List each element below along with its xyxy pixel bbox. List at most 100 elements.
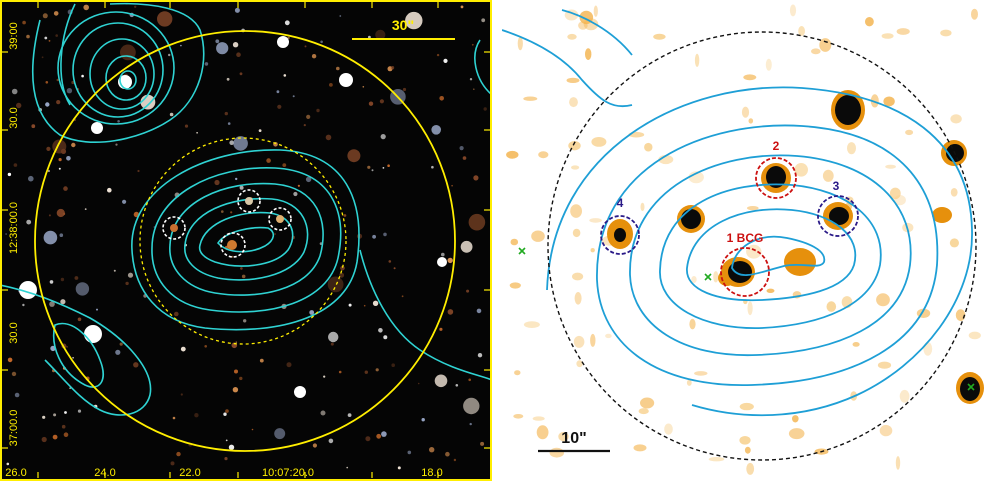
background-source xyxy=(234,369,238,374)
background-source xyxy=(115,143,118,146)
background-source xyxy=(53,11,59,16)
faint-source xyxy=(885,164,896,169)
background-source xyxy=(168,53,171,57)
background-source xyxy=(180,393,183,396)
background-source xyxy=(309,310,315,315)
background-source xyxy=(372,300,379,306)
background-source xyxy=(58,167,61,170)
faint-source xyxy=(689,318,696,330)
background-source xyxy=(459,146,464,151)
background-source xyxy=(230,211,233,214)
faint-source xyxy=(748,118,754,124)
background-source xyxy=(451,184,453,187)
faint-source xyxy=(576,360,583,368)
faint-source xyxy=(949,238,959,248)
background-source xyxy=(320,410,326,416)
background-source xyxy=(312,443,317,448)
ra-axis-labels: 26.0 24.0 22.0 10:07:20.0 18.0 xyxy=(5,467,442,479)
background-source xyxy=(466,289,470,293)
background-source xyxy=(7,172,12,177)
faint-source xyxy=(694,371,708,376)
faint-source xyxy=(593,5,598,17)
background-source xyxy=(372,234,376,239)
background-source xyxy=(214,179,220,186)
background-source xyxy=(441,252,445,257)
background-source xyxy=(276,90,280,94)
background-source xyxy=(401,295,404,298)
faint-source xyxy=(940,29,952,37)
faint-source xyxy=(589,218,602,223)
background-source xyxy=(287,36,290,40)
background-source xyxy=(72,357,74,359)
background-source xyxy=(44,36,48,40)
background-source xyxy=(127,272,134,278)
member-label-1: 1 BCG xyxy=(727,231,764,245)
faint-source xyxy=(744,446,751,454)
ra-tick-label: 24.0 xyxy=(94,467,115,479)
bright-star xyxy=(294,386,306,398)
background-source xyxy=(234,7,240,13)
background-source xyxy=(60,277,65,282)
faint-source xyxy=(567,33,577,40)
faint-source xyxy=(896,28,910,35)
background-source xyxy=(176,451,181,457)
background-source xyxy=(22,303,25,307)
background-source xyxy=(115,349,121,355)
background-source xyxy=(56,208,65,218)
background-source xyxy=(133,362,139,368)
background-source xyxy=(417,382,420,385)
background-source xyxy=(368,35,371,39)
background-source xyxy=(239,72,243,76)
background-source xyxy=(473,88,475,90)
faint-source xyxy=(879,424,893,437)
background-source xyxy=(340,265,345,271)
faint-source xyxy=(792,415,799,423)
background-source xyxy=(224,111,228,116)
faint-sources xyxy=(506,4,981,475)
background-source xyxy=(196,132,198,134)
position-markers xyxy=(518,247,975,391)
faint-source xyxy=(905,129,914,136)
background-source xyxy=(117,120,120,123)
background-source xyxy=(383,232,387,237)
background-source xyxy=(316,108,320,113)
background-source xyxy=(180,346,186,352)
background-source xyxy=(243,319,247,323)
background-source xyxy=(169,112,174,117)
background-source xyxy=(469,78,473,81)
faint-source xyxy=(638,408,649,415)
background-source xyxy=(421,418,425,422)
faint-source xyxy=(653,33,666,40)
faint-source xyxy=(517,36,523,51)
faint-source xyxy=(883,96,895,107)
faint-source xyxy=(605,333,612,339)
background-source xyxy=(174,311,179,317)
member-circle-3 xyxy=(268,207,292,231)
background-source xyxy=(258,129,262,133)
background-source xyxy=(297,184,300,187)
member-circle-1 xyxy=(720,247,770,297)
member-label-4: 4 xyxy=(617,196,624,210)
contour-group-north xyxy=(31,2,205,143)
bright-star xyxy=(84,325,102,343)
background-source xyxy=(46,146,51,151)
background-source xyxy=(22,20,26,25)
faint-source xyxy=(523,96,538,101)
background-source xyxy=(48,40,51,42)
member-circle-1 xyxy=(220,232,246,258)
bright-star xyxy=(91,122,103,134)
background-source xyxy=(447,257,453,264)
background-source xyxy=(347,149,361,163)
member-galaxies xyxy=(170,197,284,250)
faint-source xyxy=(899,389,910,403)
inner-aperture-circle xyxy=(139,137,347,345)
member-label-3: 3 xyxy=(833,179,840,193)
sky-background xyxy=(0,0,492,481)
background-source xyxy=(66,88,73,94)
marker-x xyxy=(704,273,712,281)
background-source xyxy=(367,165,371,169)
background-source xyxy=(473,175,479,181)
contour-east xyxy=(359,249,493,381)
background-source xyxy=(429,447,435,453)
faint-source xyxy=(644,142,653,152)
